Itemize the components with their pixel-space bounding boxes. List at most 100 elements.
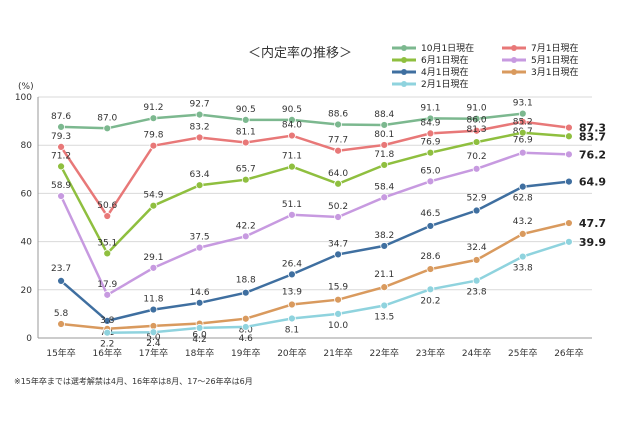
legend-entry: 4月1日現在 xyxy=(421,66,468,78)
data-point xyxy=(426,129,435,138)
data-point xyxy=(565,219,573,227)
data-label: 15.9 xyxy=(328,283,348,293)
data-point xyxy=(288,131,296,140)
data-label: 91.0 xyxy=(467,104,487,114)
data-point xyxy=(103,290,112,299)
data-point xyxy=(380,141,389,149)
data-label: 18.8 xyxy=(236,276,256,286)
data-label: 92.7 xyxy=(190,100,210,110)
data-label: 5.8 xyxy=(54,309,69,319)
legend-marker xyxy=(511,45,517,51)
x-tick-label: 23年卒 xyxy=(416,347,445,359)
data-point xyxy=(103,212,112,220)
data-label: 11.8 xyxy=(143,295,163,305)
data-point xyxy=(426,265,435,273)
y-tick-label: 40 xyxy=(21,238,33,248)
y-tick-label: 100 xyxy=(15,93,32,103)
legend-entry: 5月1日現在 xyxy=(531,54,578,66)
data-point xyxy=(426,222,435,230)
data-point xyxy=(518,148,527,157)
data-point xyxy=(57,276,65,285)
data-point xyxy=(518,182,527,191)
data-label: 79.8 xyxy=(143,131,163,141)
data-label: 3.8 xyxy=(100,316,115,326)
legend-marker xyxy=(401,57,407,63)
data-point xyxy=(57,162,65,171)
data-label: 42.2 xyxy=(236,221,256,231)
legend-entry: 7月1日現在 xyxy=(531,42,578,54)
data-point xyxy=(57,142,65,151)
data-point xyxy=(565,177,573,186)
data-label: 71.1 xyxy=(282,152,302,162)
data-point xyxy=(288,115,296,124)
data-label: 64.0 xyxy=(328,169,348,179)
data-label: 23.8 xyxy=(467,288,487,298)
data-point xyxy=(57,192,65,200)
data-label: 58.9 xyxy=(51,181,71,191)
data-point xyxy=(195,323,204,332)
data-label: 83.2 xyxy=(190,122,210,132)
data-label: 87.6 xyxy=(51,112,71,122)
data-point xyxy=(241,138,250,147)
data-point xyxy=(288,210,296,219)
data-label: 71.8 xyxy=(374,150,394,160)
end-value-label: 64.9 xyxy=(579,176,606,189)
end-value-label: 83.7 xyxy=(579,130,606,143)
data-point xyxy=(518,252,527,261)
data-label: 65.0 xyxy=(420,166,440,176)
series-line xyxy=(60,120,570,219)
footnote: ※15年卒までは選考解禁は4月、16年卒は8月、17～26年卒は6月 xyxy=(14,376,253,386)
data-label: 4.2 xyxy=(192,335,206,345)
data-point xyxy=(565,237,573,246)
x-tick-label: 16年卒 xyxy=(93,347,122,359)
data-label: 14.6 xyxy=(190,288,210,298)
data-point xyxy=(472,138,481,146)
x-tick-label: 24年卒 xyxy=(462,347,491,359)
data-point xyxy=(195,133,204,142)
data-label: 2.4 xyxy=(146,339,161,349)
data-point xyxy=(380,301,389,310)
data-point xyxy=(288,270,296,279)
x-tick-label: 22年卒 xyxy=(370,347,399,359)
data-label: 5.0 xyxy=(146,333,161,343)
legend-entry: 10月1日現在 xyxy=(421,42,474,54)
data-label: 91.2 xyxy=(143,103,163,113)
data-label: 88.6 xyxy=(328,109,348,119)
data-point xyxy=(288,300,296,309)
legend-entry: 2月1日現在 xyxy=(421,78,468,90)
data-label: 28.6 xyxy=(420,252,440,262)
data-label: 90.5 xyxy=(236,105,256,115)
x-tick-label: 15年卒 xyxy=(46,347,75,359)
data-point xyxy=(334,213,342,221)
data-label: 29.1 xyxy=(143,253,163,263)
data-point xyxy=(334,146,342,155)
data-label: 50.2 xyxy=(328,202,348,212)
data-point xyxy=(334,250,342,259)
data-label: 91.1 xyxy=(420,103,440,113)
data-label: 21.1 xyxy=(374,270,394,280)
data-label: 52.9 xyxy=(467,194,487,204)
data-point xyxy=(195,181,204,190)
data-label: 38.2 xyxy=(374,231,394,241)
data-point xyxy=(565,123,573,132)
x-tick-label: 21年卒 xyxy=(323,347,352,359)
data-label: 2.2 xyxy=(100,340,114,350)
data-point xyxy=(334,179,342,188)
x-tick-label: 17年卒 xyxy=(139,347,168,359)
y-axis-label: (%) xyxy=(18,82,34,92)
data-point xyxy=(334,120,342,129)
data-label: 37.5 xyxy=(190,233,210,243)
data-point xyxy=(149,328,158,337)
data-label: 23.7 xyxy=(51,264,71,274)
data-label: 32.4 xyxy=(467,243,487,253)
legend-entry: 3月1日現在 xyxy=(531,66,578,78)
data-label: 81.1 xyxy=(236,128,256,138)
data-label: 50.6 xyxy=(97,201,117,211)
data-label: 85.2 xyxy=(513,118,533,128)
data-label: 43.2 xyxy=(513,217,533,227)
data-label: 17.9 xyxy=(97,280,117,290)
series-line xyxy=(60,221,570,331)
data-point xyxy=(426,177,435,186)
data-point xyxy=(288,162,296,171)
